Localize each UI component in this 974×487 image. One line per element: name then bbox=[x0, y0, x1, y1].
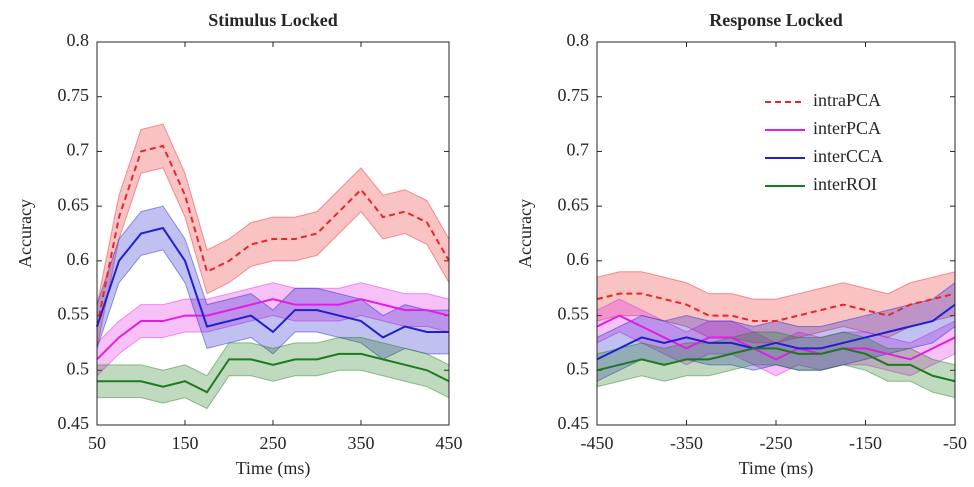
y-tick-label: 0.65 bbox=[558, 194, 590, 214]
legend-label: interROI bbox=[813, 174, 877, 194]
y-tick-label: 0.45 bbox=[558, 413, 590, 433]
y-tick-label: 0.7 bbox=[67, 140, 90, 160]
axes-frame bbox=[596, 41, 956, 426]
x-tick-label: 50 bbox=[88, 433, 106, 453]
series-line bbox=[96, 144, 450, 327]
x-tick-label: 250 bbox=[260, 433, 287, 453]
x-axis-label: Time (ms) bbox=[236, 458, 311, 479]
x-tick-label: -50 bbox=[943, 433, 967, 453]
series-line bbox=[596, 347, 956, 383]
axes-frame bbox=[96, 41, 450, 426]
series-line bbox=[596, 292, 956, 323]
x-tick-label: -450 bbox=[581, 433, 614, 453]
series-line bbox=[96, 298, 450, 361]
series-line bbox=[596, 314, 956, 361]
series-line bbox=[596, 303, 956, 361]
y-tick-label: 0.5 bbox=[67, 358, 90, 378]
y-tick-label: 0.75 bbox=[558, 85, 590, 105]
legend-label: interPCA bbox=[813, 118, 881, 138]
y-tick-label: 0.6 bbox=[67, 249, 90, 269]
error-band bbox=[96, 336, 450, 410]
x-axis-label: Time (ms) bbox=[739, 458, 814, 479]
series-line bbox=[97, 352, 450, 394]
y-axis-label: Accuracy bbox=[15, 199, 35, 268]
y-tick-label: 0.8 bbox=[67, 30, 90, 50]
y-tick-label: 0.7 bbox=[567, 140, 590, 160]
y-tick-label: 0.75 bbox=[58, 85, 90, 105]
legend-label: intraPCA bbox=[813, 90, 881, 110]
y-tick-label: 0.45 bbox=[58, 413, 90, 433]
chart-title: Stimulus Locked bbox=[208, 10, 338, 30]
x-tick-label: -150 bbox=[849, 433, 882, 453]
x-tick-label: 350 bbox=[348, 433, 375, 453]
y-tick-label: 0.55 bbox=[558, 304, 590, 324]
y-tick-label: 0.65 bbox=[58, 194, 90, 214]
x-tick-label: 450 bbox=[436, 433, 463, 453]
y-axis-label: Accuracy bbox=[515, 199, 535, 268]
legend-label: interCCA bbox=[813, 146, 883, 166]
x-tick-label: 150 bbox=[172, 433, 199, 453]
x-tick-label: -350 bbox=[670, 433, 703, 453]
y-tick-label: 0.8 bbox=[567, 30, 590, 50]
chart-title: Response Locked bbox=[709, 10, 843, 30]
y-tick-label: 0.5 bbox=[567, 358, 590, 378]
y-tick-label: 0.6 bbox=[567, 249, 590, 269]
x-tick-label: -250 bbox=[760, 433, 793, 453]
series-line bbox=[96, 226, 449, 339]
y-tick-label: 0.55 bbox=[58, 304, 90, 324]
